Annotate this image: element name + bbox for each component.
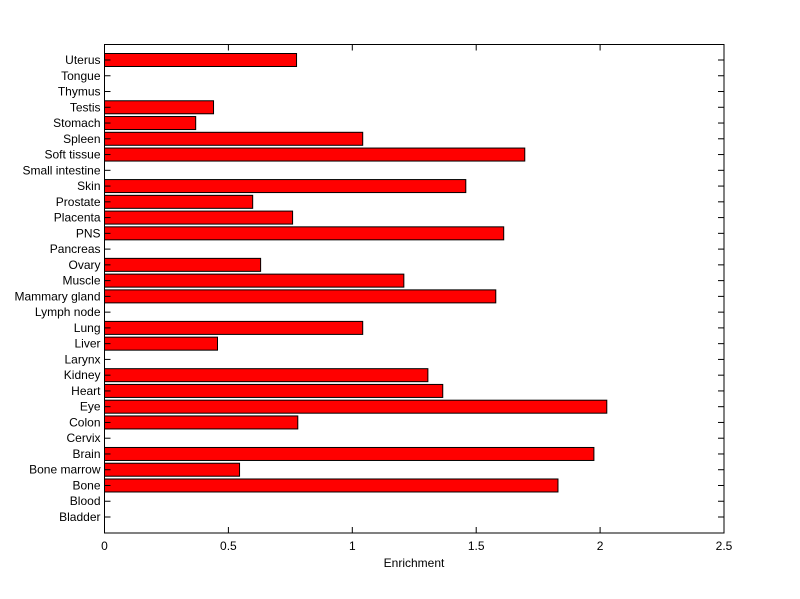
bar-testis [104,100,215,115]
y-tick-label: Kidney [64,368,101,382]
x-tick-label: 1.5 [468,539,485,553]
y-tick-label: Larynx [64,352,100,366]
bar-ovary [104,257,262,272]
bar-brain [104,446,595,461]
bar-skin [104,179,467,194]
bar-bone [104,478,559,493]
y-tick-label: Colon [69,415,100,429]
bar-uterus [104,53,298,67]
y-tick-label: Tongue [61,69,101,83]
y-tick-label: Ovary [68,258,100,272]
bar-soft-tissue [104,147,526,162]
y-tick-label: Spleen [63,132,100,146]
y-tick-label: Prostate [56,195,101,209]
bar-eye [104,399,608,414]
y-tick-label: Mammary gland [14,289,100,303]
y-tick-label: Skin [77,179,100,193]
y-tick-label: Bone marrow [29,463,101,477]
bar-prostate [104,194,254,209]
bar-stomach [104,116,197,131]
x-tick-label: 2.5 [716,539,733,553]
y-tick-label: Bone [72,478,100,492]
bar-placenta [104,210,294,225]
y-tick-label: Brain [72,447,100,461]
bar-liver [104,336,218,351]
y-tick-label: Uterus [65,53,100,67]
y-tick-label: Stomach [53,116,100,130]
x-tick-label: 0.5 [220,539,237,553]
y-tick-label: Testis [70,100,101,114]
y-tick-label: Eye [80,400,101,414]
bar-heart [104,383,444,398]
y-tick-label: Lung [74,321,101,335]
bar-lung [104,320,364,335]
bar-muscle [104,273,405,288]
y-tick-label: Lymph node [35,305,101,319]
x-axis-label: Enrichment [384,556,445,570]
x-tick-label: 1 [349,539,356,553]
y-tick-label: Cervix [66,431,100,445]
y-tick-label: Pancreas [50,242,101,256]
y-tick-label: Heart [71,384,101,398]
y-tick-label: Blood [70,494,101,508]
y-tick-label: Placenta [54,211,101,225]
y-tick-label: Soft tissue [44,148,100,162]
bar-mammary-gland [104,289,497,304]
y-tick-label: Bladder [59,510,100,524]
y-tick-label: Liver [74,337,100,351]
x-tick-label: 0 [101,539,108,553]
plot-frame [104,44,725,534]
y-tick-label: PNS [76,226,101,240]
bar-kidney [104,368,429,383]
bar-spleen [104,131,364,146]
bar-pns [104,226,505,241]
x-tick-label: 2 [597,539,604,553]
bar-bone-marrow [104,462,241,477]
bar-colon [104,415,299,430]
y-tick-label: Thymus [58,85,101,99]
y-tick-label: Small intestine [22,163,100,177]
y-tick-label: Muscle [62,274,100,288]
